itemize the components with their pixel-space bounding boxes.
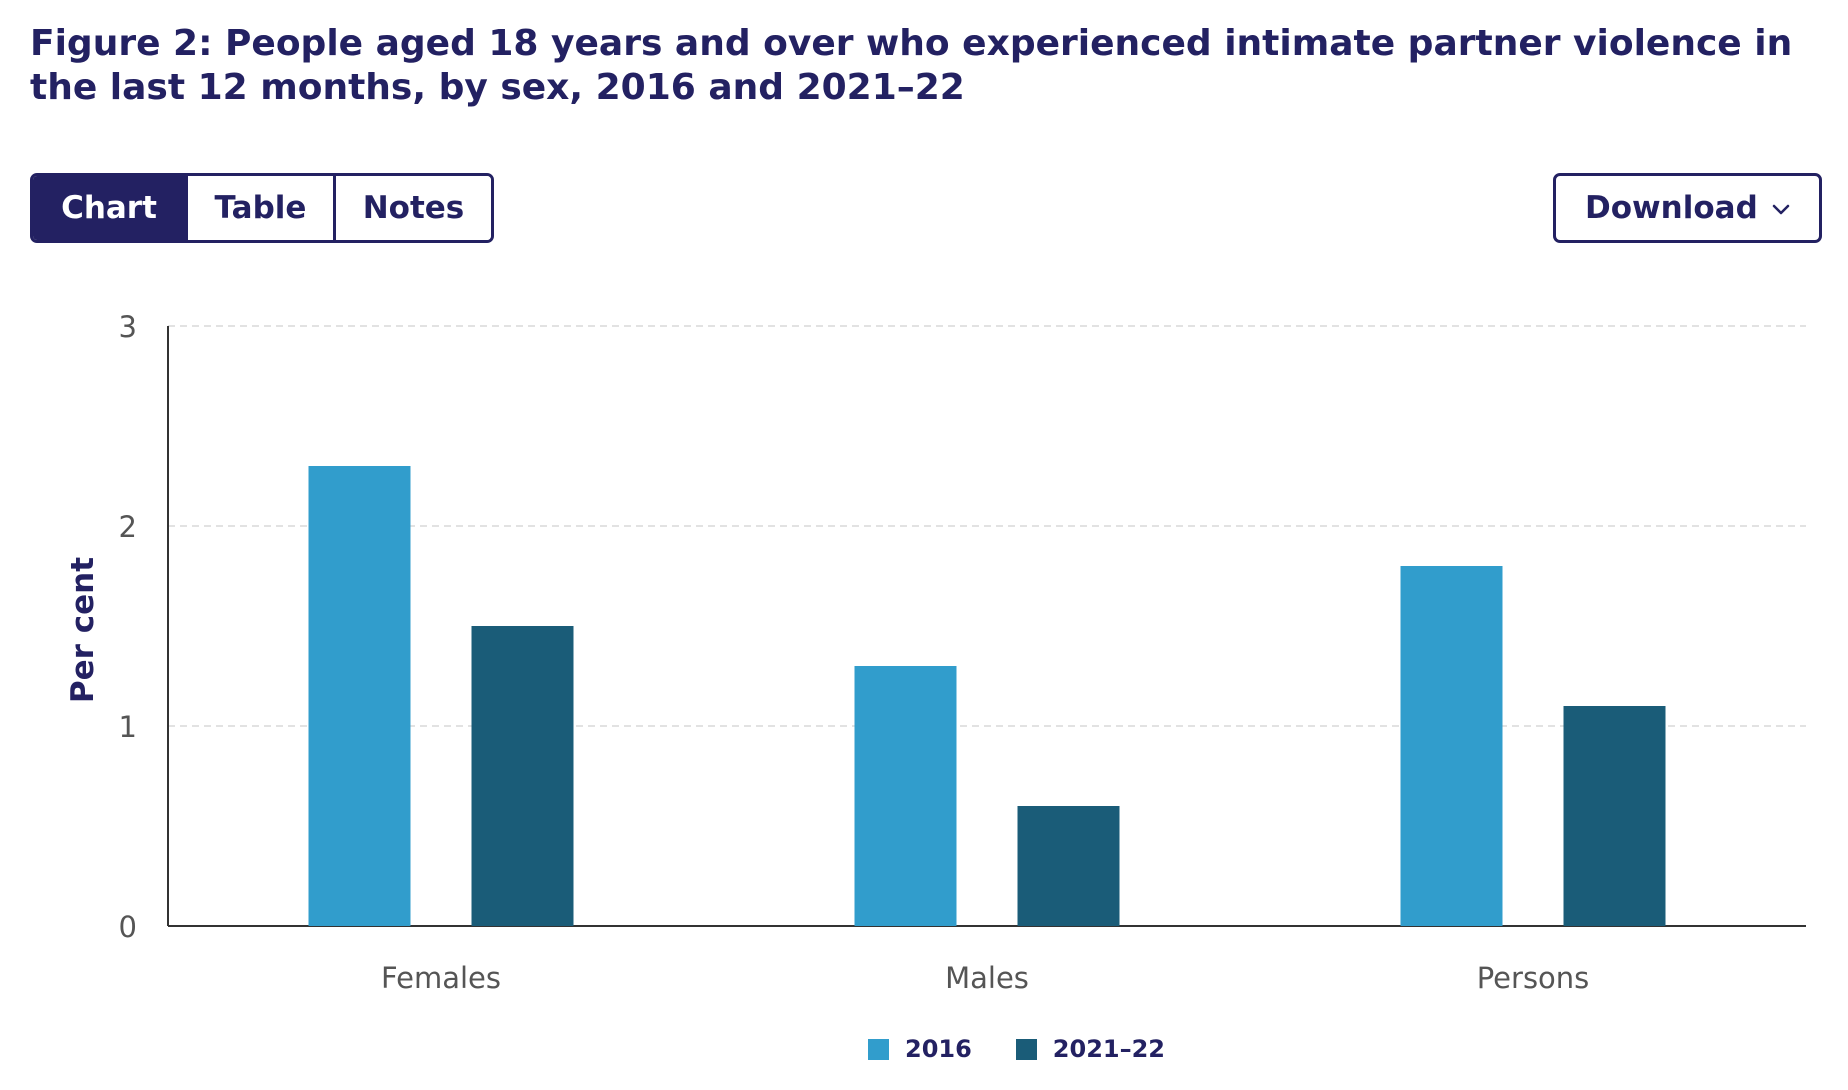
x-tick-label-persons: Persons: [1477, 961, 1590, 995]
figure-title: Figure 2: People aged 18 years and over …: [30, 23, 1793, 108]
y-tick-label-2: 2: [119, 510, 137, 544]
bar-chart: Per cent 0 1 2 3 Females Males Persons: [65, 310, 1806, 995]
legend-swatch-2016: [868, 1038, 889, 1060]
legend-swatch-2021-22: [1015, 1038, 1037, 1060]
download-label: Download: [1585, 190, 1758, 226]
y-axis-label: Per cent: [65, 557, 101, 703]
x-tick-label-males: Males: [945, 961, 1029, 995]
bar-females-2016: [308, 466, 411, 926]
legend-label-2016: 2016: [905, 1035, 972, 1063]
legend-label-2021-22: 2021–22: [1052, 1035, 1165, 1063]
bar-persons-2021-22: [1563, 706, 1666, 926]
y-tick-label-3: 3: [119, 310, 137, 344]
tab-chart[interactable]: Chart: [33, 176, 185, 240]
tab-table[interactable]: Table: [185, 176, 333, 240]
chevron-down-icon: [1772, 204, 1790, 215]
bar-males-2021-22: [1017, 806, 1120, 926]
bar-males-2016: [854, 666, 957, 926]
y-tick-label-0: 0: [119, 910, 137, 944]
download-button[interactable]: Download: [1553, 173, 1822, 243]
legend-item-2021-22: 2021–22: [1015, 1035, 1165, 1063]
legend-item-2016: 2016: [868, 1035, 972, 1063]
view-tabs: Chart Table Notes: [30, 173, 494, 243]
tab-notes[interactable]: Notes: [333, 176, 491, 240]
x-tick-label-females: Females: [381, 961, 501, 995]
bar-persons-2016: [1400, 566, 1503, 926]
chart-legend: 2016 2021–22: [868, 1035, 1209, 1063]
bar-females-2021-22: [471, 626, 574, 926]
y-tick-label-1: 1: [119, 710, 137, 744]
